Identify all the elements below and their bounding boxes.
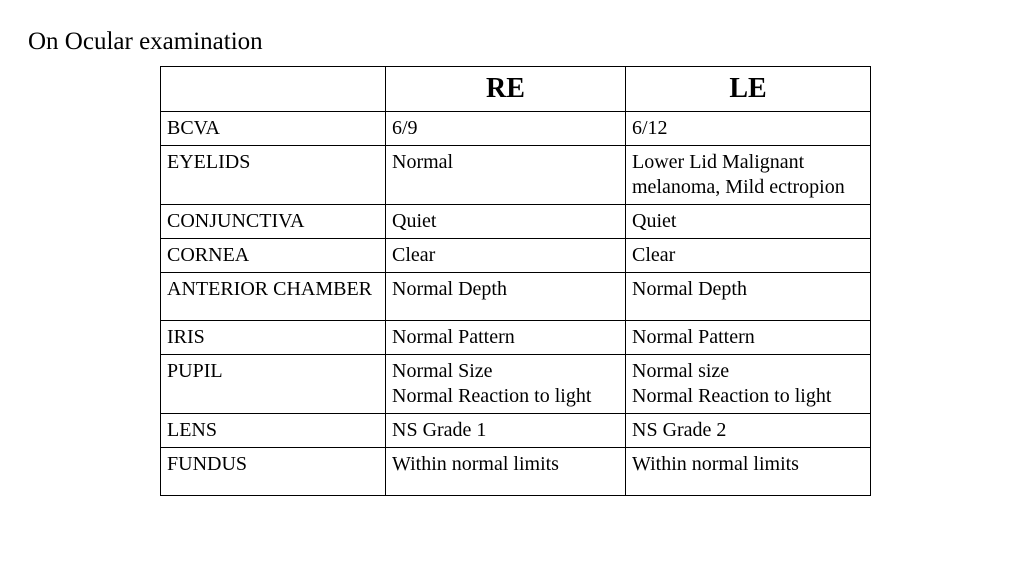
table-row: BCVA6/96/12: [161, 112, 871, 146]
row-le-value: Normal sizeNormal Reaction to light: [626, 355, 871, 414]
row-label: BCVA: [161, 112, 386, 146]
row-re-value: Normal: [386, 146, 626, 205]
col-header-le: LE: [626, 67, 871, 112]
row-re-value: NS Grade 1: [386, 414, 626, 448]
row-label: LENS: [161, 414, 386, 448]
ocular-exam-table: RE LE BCVA6/96/12EYELIDSNormalLower Lid …: [160, 66, 871, 496]
row-le-value: Normal Pattern: [626, 321, 871, 355]
row-le-value: NS Grade 2: [626, 414, 871, 448]
table-row: IRISNormal PatternNormal Pattern: [161, 321, 871, 355]
table-row: LENSNS Grade 1NS Grade 2: [161, 414, 871, 448]
table-row: ANTERIOR CHAMBERNormal DepthNormal Depth: [161, 273, 871, 321]
row-label: IRIS: [161, 321, 386, 355]
row-le-value: Within normal limits: [626, 448, 871, 496]
table-row: CORNEAClearClear: [161, 239, 871, 273]
table-header-row: RE LE: [161, 67, 871, 112]
row-re-value: Quiet: [386, 205, 626, 239]
row-re-value: Normal SizeNormal Reaction to light: [386, 355, 626, 414]
table-container: RE LE BCVA6/96/12EYELIDSNormalLower Lid …: [30, 66, 994, 496]
row-label: CONJUNCTIVA: [161, 205, 386, 239]
row-le-value: Quiet: [626, 205, 871, 239]
table-row: CONJUNCTIVAQuietQuiet: [161, 205, 871, 239]
row-label: ANTERIOR CHAMBER: [161, 273, 386, 321]
row-le-value: Normal Depth: [626, 273, 871, 321]
row-re-value: Normal Depth: [386, 273, 626, 321]
col-header-blank: [161, 67, 386, 112]
col-header-re: RE: [386, 67, 626, 112]
row-re-value: Normal Pattern: [386, 321, 626, 355]
table-row: PUPILNormal SizeNormal Reaction to light…: [161, 355, 871, 414]
row-label: FUNDUS: [161, 448, 386, 496]
row-label: PUPIL: [161, 355, 386, 414]
table-body: BCVA6/96/12EYELIDSNormalLower Lid Malign…: [161, 112, 871, 496]
row-label: EYELIDS: [161, 146, 386, 205]
row-le-value: 6/12: [626, 112, 871, 146]
table-row: EYELIDSNormalLower Lid Malignant melanom…: [161, 146, 871, 205]
row-re-value: 6/9: [386, 112, 626, 146]
row-le-value: Lower Lid Malignant melanoma, Mild ectro…: [626, 146, 871, 205]
row-re-value: Clear: [386, 239, 626, 273]
row-label: CORNEA: [161, 239, 386, 273]
row-le-value: Clear: [626, 239, 871, 273]
table-row: FUNDUSWithin normal limitsWithin normal …: [161, 448, 871, 496]
page-title: On Ocular examination: [28, 28, 994, 56]
row-re-value: Within normal limits: [386, 448, 626, 496]
